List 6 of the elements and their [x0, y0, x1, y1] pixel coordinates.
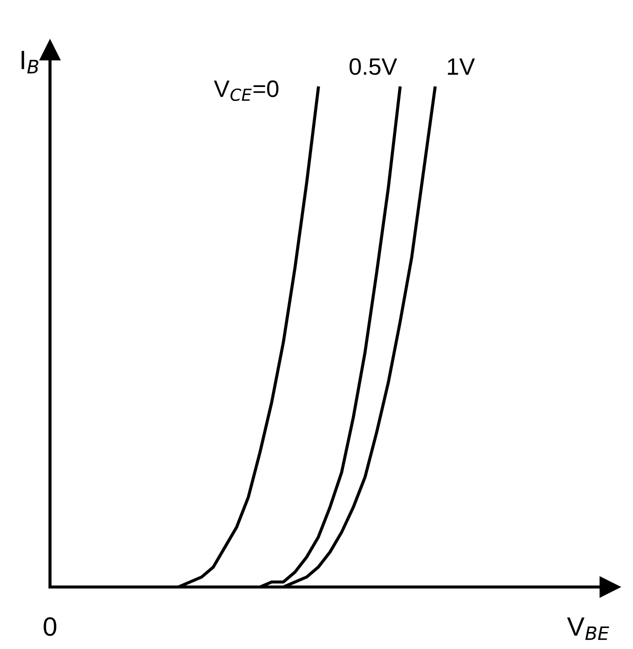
y-axis-title: I$_{B}$: [22, 50, 38, 74]
text: 0: [44, 617, 56, 636]
x-axis-title: V$_{BE}$: [567, 617, 610, 640]
series-label: 0.5V: [350, 58, 398, 75]
series-label: V$_{CE}$=0: [214, 80, 278, 101]
series-label: 1V: [448, 58, 475, 75]
